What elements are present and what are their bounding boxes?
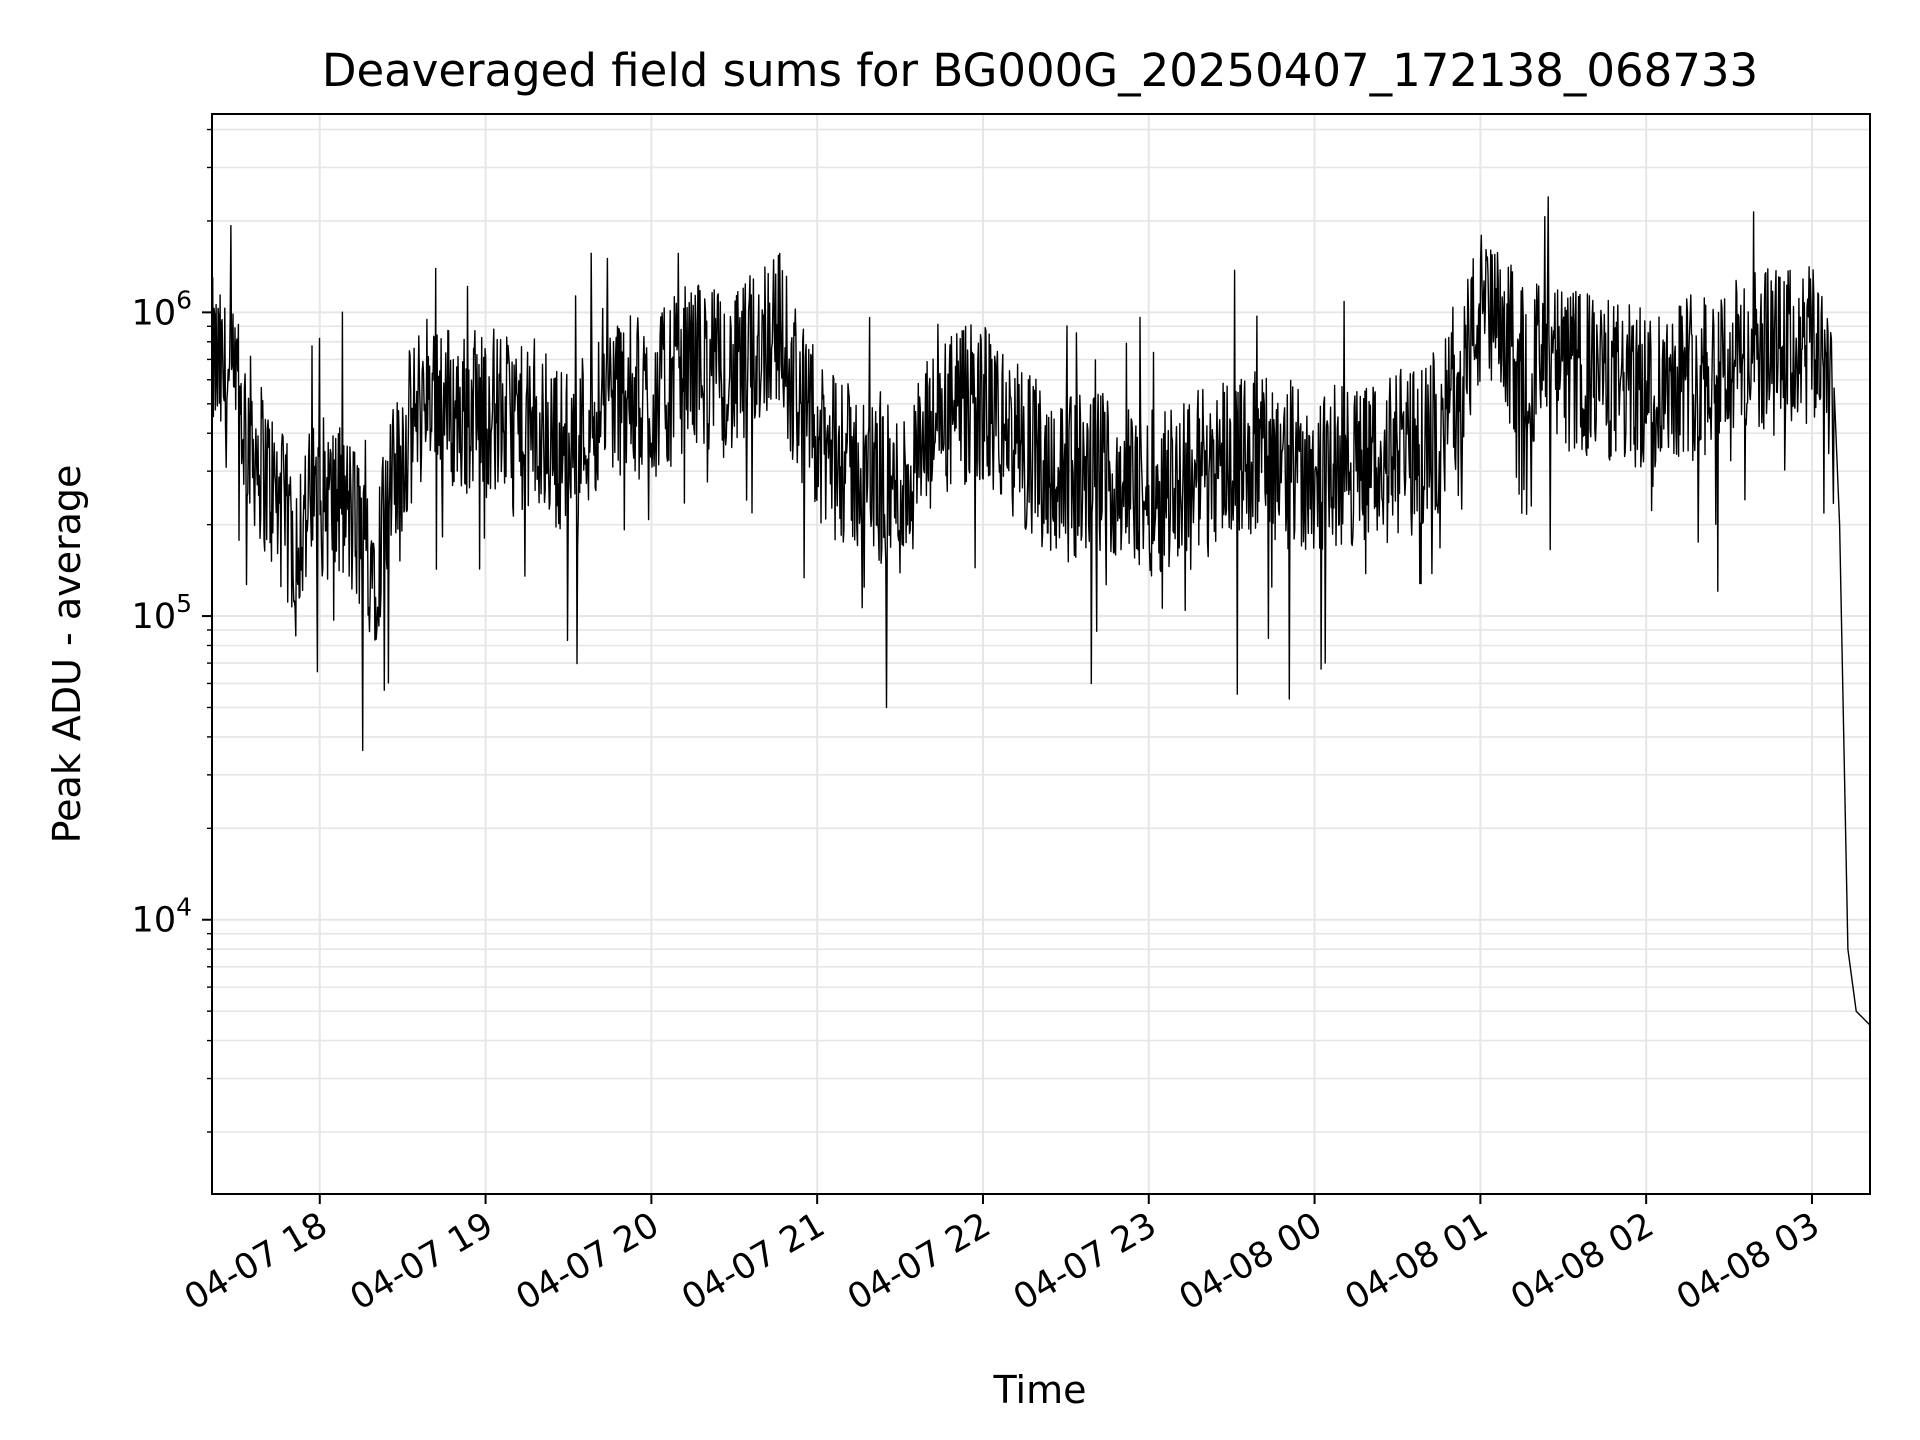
plot-area-frame [211, 113, 1871, 1195]
chart-title: Deaveraged field sums for BG000G_2025040… [322, 44, 1758, 97]
y-tick-label: 104 [132, 893, 192, 941]
series-line [211, 196, 1871, 1026]
series-group [211, 196, 1871, 1026]
x-axis-label: Time [993, 1368, 1087, 1412]
y-axis: 104 105 106 [132, 128, 212, 1133]
gridlines [212, 114, 1870, 1194]
y-tick-label: 106 [132, 285, 192, 333]
y-axis-label: Peak ADU - average [45, 465, 89, 844]
y-tick-label: 105 [132, 589, 192, 637]
